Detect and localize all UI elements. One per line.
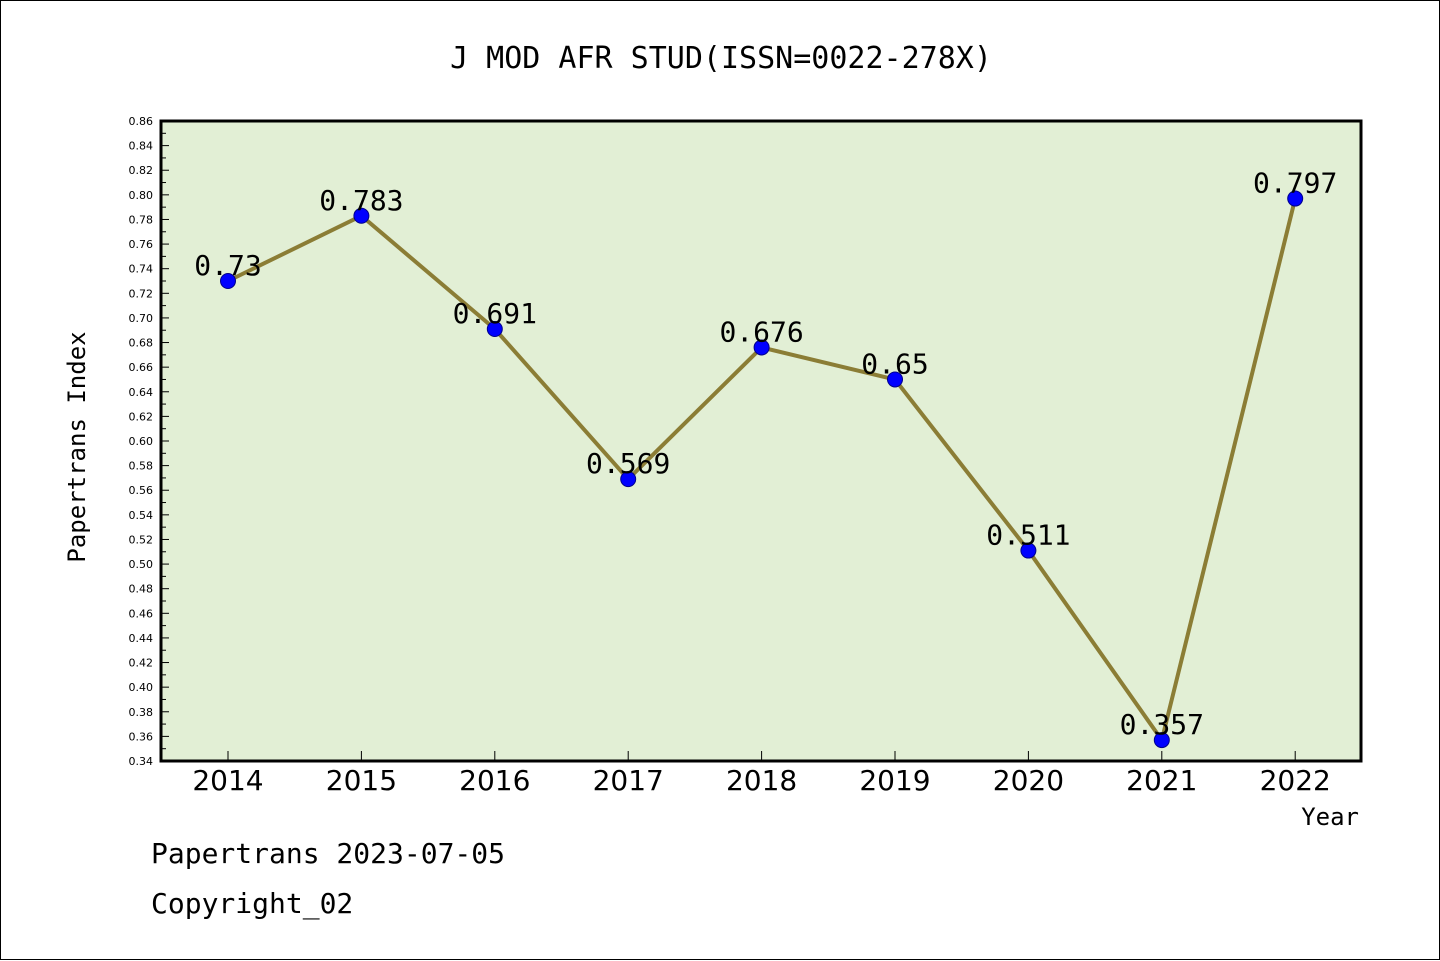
y-tick-label: 0.60	[129, 435, 154, 448]
y-tick-label: 0.44	[129, 632, 154, 645]
data-point	[220, 273, 236, 289]
y-tick-label: 0.36	[129, 730, 154, 743]
y-tick-label: 0.48	[129, 583, 154, 596]
y-tick-label: 0.66	[129, 361, 154, 374]
data-point	[620, 471, 637, 488]
y-tick-label: 0.84	[129, 140, 154, 153]
y-tick-label: 0.56	[129, 484, 154, 497]
y-tick-label: 0.54	[129, 509, 154, 522]
x-tick-label: 2018	[726, 764, 797, 797]
y-tick-label: 0.52	[129, 533, 154, 546]
y-tick-label: 0.72	[129, 287, 154, 300]
y-tick-label: 0.76	[129, 238, 154, 251]
plot-area	[159, 119, 1363, 763]
data-label: 0.783	[319, 184, 403, 217]
y-tick-label: 0.64	[129, 386, 154, 399]
y-tick-label: 0.38	[129, 706, 154, 719]
data-point	[353, 207, 370, 224]
x-axis-ticks: 2014 2015 2016 2017 2018 2019 2020 2021 2022	[192, 751, 1331, 797]
footer-copyright: Copyright_02	[151, 887, 354, 920]
x-tick-label: 2020	[993, 764, 1064, 797]
x-tick-label: 2014	[192, 764, 263, 797]
x-tick-label: 2016	[459, 764, 530, 797]
data-labels: 0.73 0.783 0.691 0.569 0.676 0.65 0.511 0.357 0.…	[194, 167, 1337, 742]
x-tick-label: 2015	[326, 764, 397, 797]
y-tick-label: 0.82	[129, 164, 154, 177]
y-tick-label: 0.68	[129, 337, 154, 350]
data-point	[887, 371, 903, 388]
data-label: 0.691	[453, 297, 537, 330]
chart-title: J MOD AFR STUD(ISSN=0022-278X)	[450, 41, 992, 76]
x-tick-label: 2019	[859, 764, 930, 797]
footer-date: Papertrans 2023-07-05	[151, 837, 506, 870]
data-point	[1287, 190, 1304, 207]
x-tick-label: 2017	[593, 764, 664, 797]
y-tick-label: 0.86	[129, 115, 154, 128]
x-axis-label: Year	[1301, 803, 1359, 831]
y-axis-ticks: 0.34 0.36 0.38 0.40 0.42 0.44 0.46 0.48 0.50 0.52…	[129, 115, 169, 768]
data-label: 0.676	[719, 315, 803, 348]
data-point	[486, 321, 503, 337]
data-point	[753, 339, 770, 356]
data-label: 0.569	[586, 447, 670, 480]
y-axis-label: Papertrans Index	[63, 331, 91, 562]
x-tick-label: 2021	[1126, 764, 1197, 797]
y-tick-label: 0.42	[129, 657, 154, 670]
y-tick-label: 0.78	[129, 213, 154, 226]
y-tick-label: 0.70	[129, 312, 154, 325]
x-tick-label: 2022	[1260, 764, 1331, 797]
y-tick-label: 0.40	[129, 681, 154, 694]
y-tick-label: 0.46	[129, 607, 154, 620]
y-tick-label: 0.58	[129, 460, 154, 473]
data-point	[1153, 732, 1170, 749]
data-point	[1020, 542, 1037, 559]
y-tick-label: 0.34	[129, 755, 154, 768]
y-tick-label: 0.74	[129, 263, 154, 276]
data-markers	[220, 190, 1304, 749]
data-label: 0.73	[194, 249, 261, 282]
data-label: 0.357	[1120, 708, 1204, 741]
data-label: 0.511	[986, 519, 1070, 552]
data-label: 0.65	[861, 347, 928, 380]
y-tick-label: 0.62	[129, 410, 154, 423]
y-tick-label: 0.80	[129, 189, 154, 202]
data-label: 0.797	[1253, 167, 1337, 200]
y-tick-label: 0.50	[129, 558, 154, 571]
